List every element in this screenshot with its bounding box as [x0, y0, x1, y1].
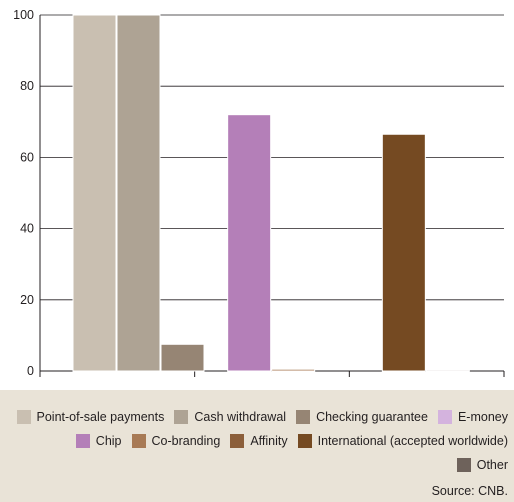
chart-plot: 0 20 40 60 80 100 — [13, 8, 505, 378]
legend-row: Other — [447, 458, 508, 472]
legend-label: International (accepted worldwide) — [317, 434, 508, 448]
legend-label: Point-of-sale payments — [36, 410, 165, 424]
legend-swatch — [456, 458, 471, 472]
bar-chip — [227, 114, 272, 372]
legend-swatch — [131, 434, 146, 448]
legend: Point-of-sale payments Cash withdrawal Che… — [0, 390, 514, 502]
legend-swatch — [297, 434, 312, 448]
legend-label: Co-branding — [151, 434, 221, 448]
y-tick-label: 100 — [13, 8, 34, 22]
legend-item: Cash withdrawal — [174, 410, 286, 424]
legend-swatch — [437, 410, 452, 424]
y-tick-label: 0 — [27, 364, 34, 378]
bar-international-accepted-worldwide — [381, 133, 426, 372]
y-tick-label: 20 — [20, 293, 34, 307]
legend-item: Other — [456, 458, 508, 472]
bar-point-of-sale-payments — [72, 14, 117, 372]
legend-swatch — [296, 410, 311, 424]
bar-cash-withdrawal — [116, 14, 161, 372]
y-tick-label: 60 — [20, 150, 34, 164]
bar-co-branding — [271, 368, 316, 372]
bar-other — [425, 369, 470, 372]
legend-item: Chip — [75, 434, 122, 448]
y-tick-label: 80 — [20, 79, 34, 93]
legend-swatch — [75, 434, 90, 448]
legend-item: Co-branding — [131, 434, 221, 448]
legend-swatch — [16, 410, 31, 424]
legend-row: Chip Co-branding Affinity International (ac… — [66, 434, 508, 448]
legend-label: Cash withdrawal — [194, 410, 287, 424]
legend-label: Chip — [95, 434, 122, 448]
legend-label: Other — [476, 458, 508, 472]
source-note: Source: CNB. — [431, 484, 508, 498]
legend-item: Checking guarantee — [296, 410, 428, 424]
legend-item: Point-of-sale payments — [16, 410, 165, 424]
legend-swatch — [230, 434, 245, 448]
bar-checking-guarantee — [160, 343, 205, 372]
y-tick-label: 40 — [20, 222, 34, 236]
legend-label: Affinity — [250, 434, 288, 448]
legend-label: Checking guarantee — [316, 410, 428, 424]
legend-item: E-money — [437, 410, 508, 424]
legend-swatch — [174, 410, 189, 424]
legend-item: Affinity — [230, 434, 288, 448]
legend-label: E-money — [457, 410, 508, 424]
legend-item: International (accepted worldwide) — [297, 434, 508, 448]
legend-row: Point-of-sale payments Cash withdrawal Che… — [7, 410, 508, 424]
